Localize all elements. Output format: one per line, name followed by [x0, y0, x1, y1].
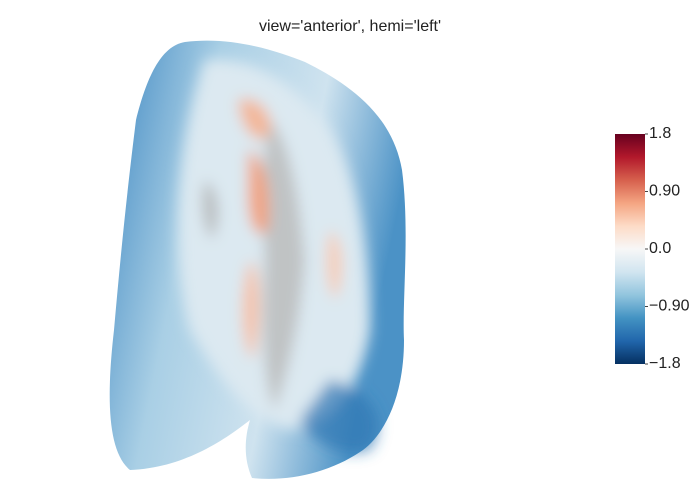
colorbar-tick-label: −0.90 [649, 298, 690, 315]
brain-surface [109, 40, 406, 479]
chart-title: view='anterior', hemi='left' [259, 18, 441, 35]
colorbar-tick-label: −1.8 [649, 355, 681, 372]
colorbar-tick-label: 0.0 [649, 240, 671, 257]
colorbar-fill [615, 134, 645, 364]
colorbar-tick-label: 0.90 [649, 183, 680, 200]
colorbar: 1.8 0.90 0.0 −0.90 −1.8 [615, 125, 690, 372]
colorbar-tick-label: 1.8 [649, 125, 671, 142]
